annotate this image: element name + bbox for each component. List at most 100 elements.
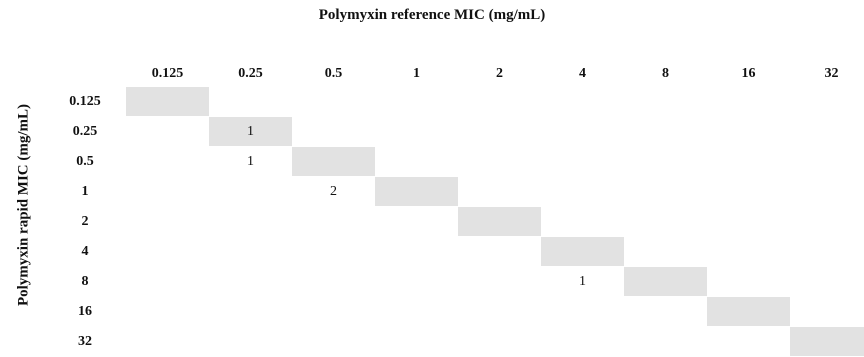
row-header: 2 [81,214,89,229]
table-cell [458,117,541,146]
table-cell [624,177,707,206]
table-cell [624,87,707,116]
table-cell [458,237,541,266]
table-cell [541,177,624,206]
table-cell [458,267,541,296]
table-cell [707,87,790,116]
table-cell [458,147,541,176]
row-header: 0.5 [76,154,94,169]
column-header: 16 [741,66,756,81]
column-header: 0.5 [324,66,343,81]
table-cell [209,87,292,116]
column-header: 0.125 [151,66,184,81]
table-cell [292,117,375,146]
chart-title: Polymyxin reference MIC (mg/mL) [318,7,546,23]
table-cell [292,327,375,356]
table-cell [541,327,624,356]
agreement-cell [790,327,864,356]
table-cell [209,267,292,296]
table-cell [790,207,864,236]
table-cell [126,297,209,326]
table-cell [292,267,375,296]
row-header: 8 [81,274,89,289]
table-cell [458,297,541,326]
table-cell [707,117,790,146]
table-cell [624,117,707,146]
table-cell [541,87,624,116]
table-cell [375,117,458,146]
table-cell [209,207,292,236]
table-cell [624,297,707,326]
agreement-cell [458,207,541,236]
table-cell [209,327,292,356]
row-header: 0.125 [69,94,101,109]
column-header: 2 [496,66,503,81]
agreement-cell [375,177,458,206]
table-cell [126,147,209,176]
table-cell [458,327,541,356]
table-cell [541,117,624,146]
table-cell [790,117,864,146]
table-cell [624,207,707,236]
table-cell [790,267,864,296]
table-cell [707,177,790,206]
column-header: 0.25 [238,66,263,81]
column-header: 4 [579,66,586,81]
table-cell [292,87,375,116]
agreement-cell [624,267,707,296]
table-cell [209,237,292,266]
table-cell: 2 [330,184,337,199]
table-cell [126,267,209,296]
table-cell [375,237,458,266]
table-cell: 1 [579,274,586,289]
row-header: 32 [78,334,92,349]
row-header: 16 [78,304,92,319]
agreement-cell: 1 [209,117,292,146]
table-cell [126,117,209,146]
table-cell [375,207,458,236]
table-cell [292,297,375,326]
table-cell [707,237,790,266]
table-cell [126,237,209,266]
table-cell [292,207,375,236]
table-cell [541,147,624,176]
table-cell [707,207,790,236]
table-cell [707,147,790,176]
table-cell: 1 [247,154,254,169]
row-header: 1 [81,184,89,199]
column-header: 32 [824,66,839,81]
table-cell [209,297,292,326]
table-cell [624,327,707,356]
table-cell [624,147,707,176]
row-header: 4 [81,244,89,259]
agreement-cell [292,147,375,176]
table-cell [292,237,375,266]
table-cell [375,267,458,296]
table-cell [458,177,541,206]
column-header: 8 [662,66,669,81]
table-cell [790,237,864,266]
table-cell [790,147,864,176]
table-cell [458,87,541,116]
table-cell [541,207,624,236]
table-cell [375,87,458,116]
table-cell [126,207,209,236]
table-cell [126,327,209,356]
table-cell [375,147,458,176]
table-cell [126,177,209,206]
table-cell [624,237,707,266]
agreement-cell [126,87,209,116]
table-cell [790,297,864,326]
agreement-cell [707,297,790,326]
row-header: 0.25 [72,124,98,139]
table-cell [209,177,292,206]
table-cell [790,87,864,116]
table-cell [541,297,624,326]
agreement-cell [541,237,624,266]
column-header: 1 [413,66,420,81]
table-cell [707,327,790,356]
table-cell [790,177,864,206]
table-cell [375,297,458,326]
table-cell [707,267,790,296]
